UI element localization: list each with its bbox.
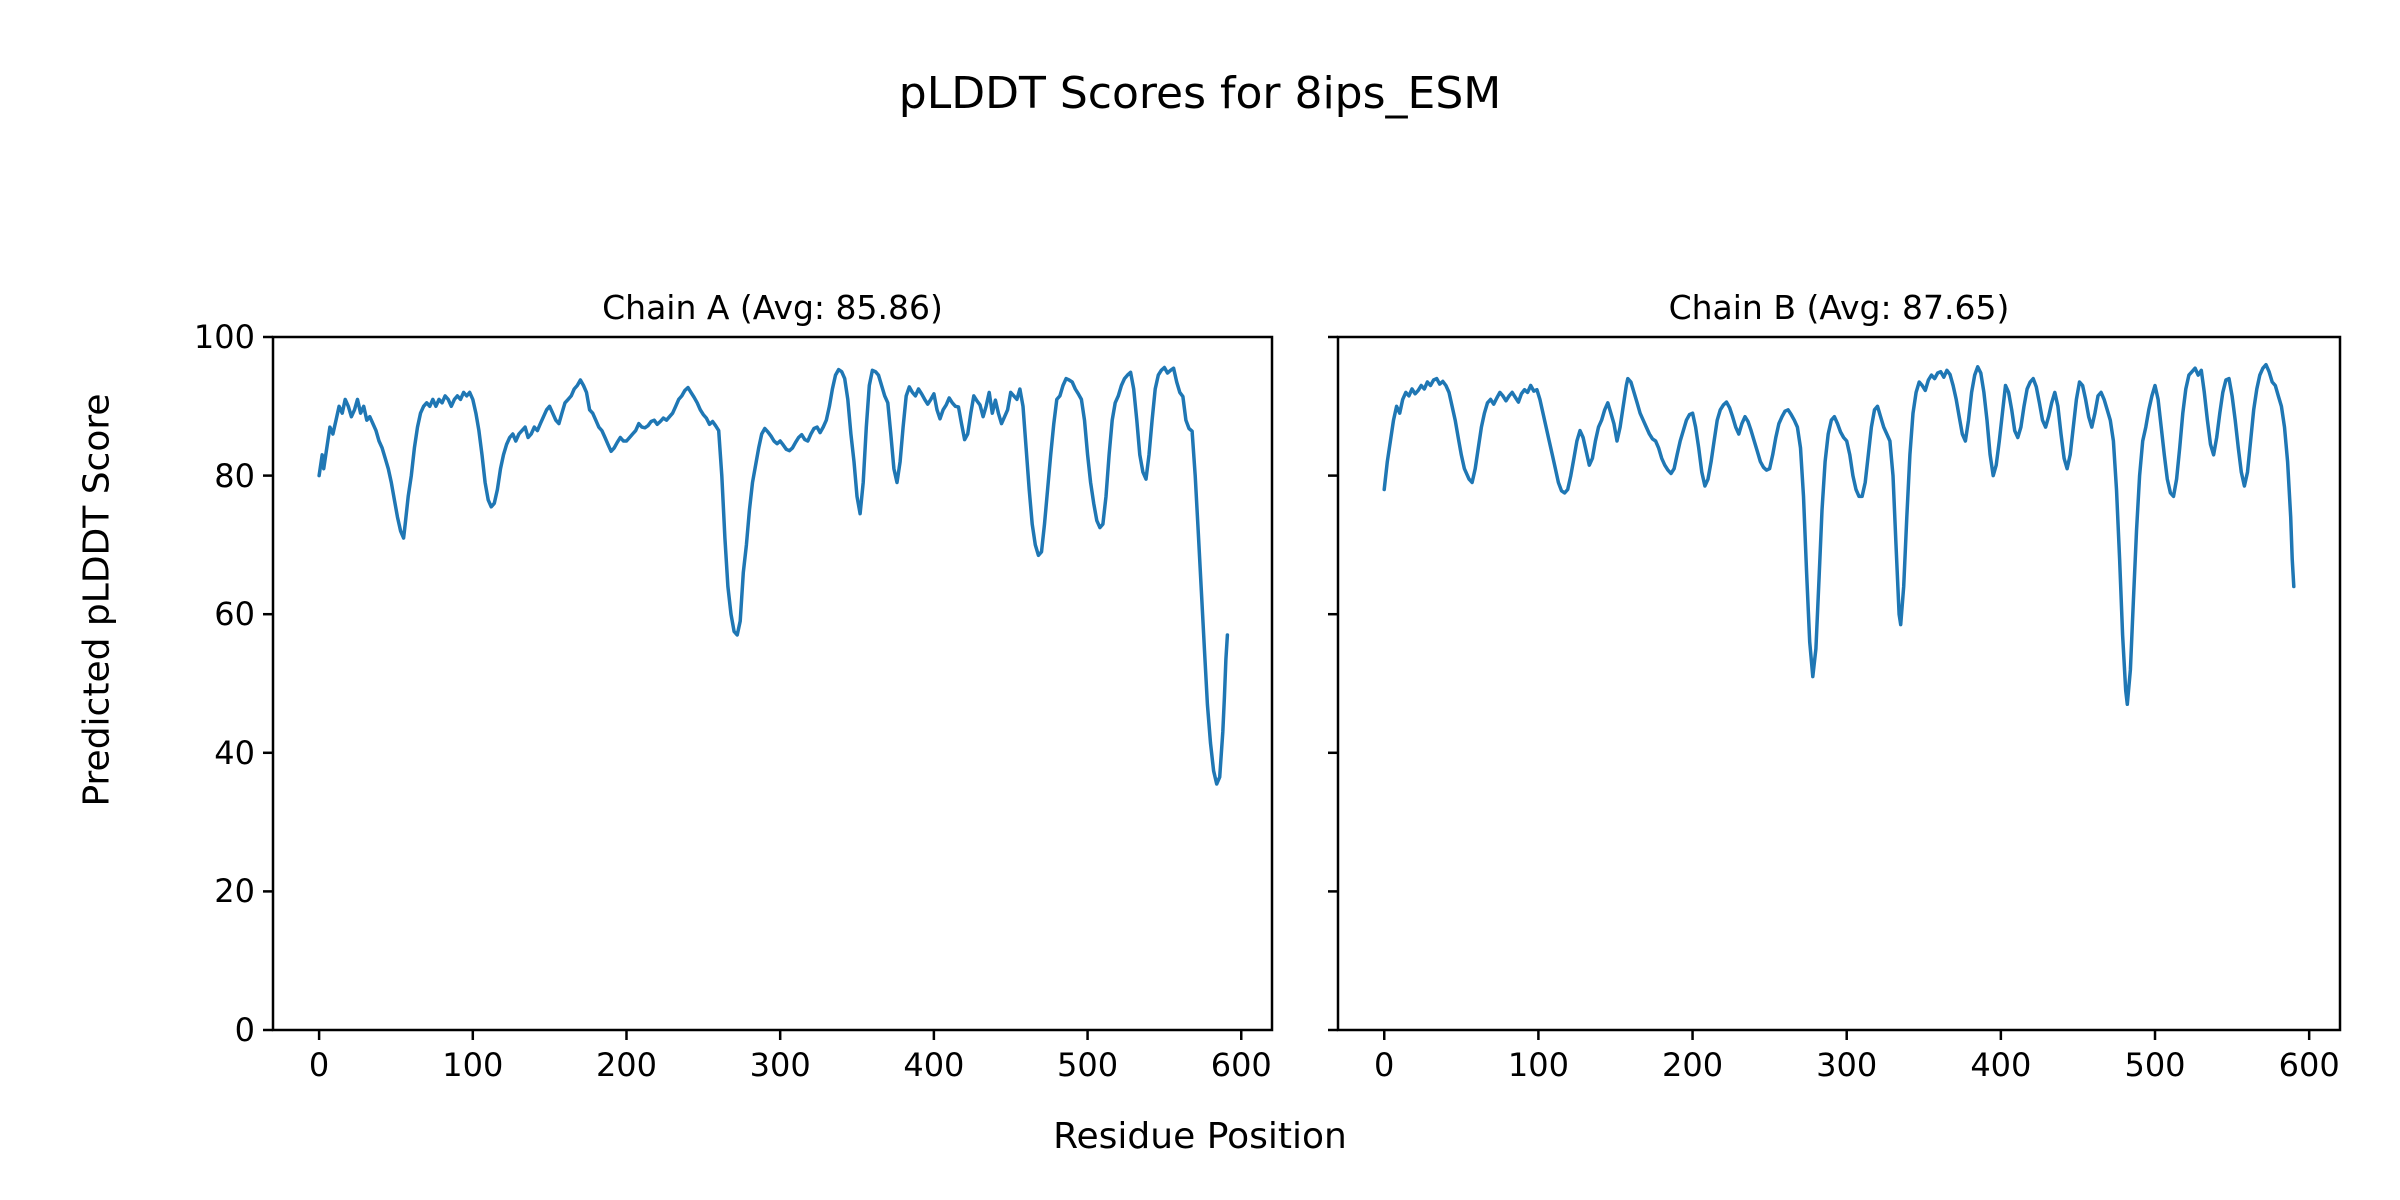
y-tick-label: 20 bbox=[214, 872, 255, 911]
x-tick-label: 200 bbox=[595, 1046, 658, 1084]
x-tick-label: 500 bbox=[2124, 1046, 2186, 1084]
x-tick-label: 100 bbox=[442, 1046, 504, 1084]
y-tick-label: 40 bbox=[214, 733, 255, 772]
plot-canvas bbox=[263, 335, 1274, 1040]
x-tick-label: 0 bbox=[308, 1046, 330, 1084]
x-tick-label: 600 bbox=[1210, 1046, 1272, 1084]
axes-spines bbox=[271, 335, 1274, 1032]
plot-canvas bbox=[1328, 335, 2342, 1040]
chain-b-title: Chain B (Avg: 87.65) bbox=[1668, 288, 2010, 327]
figure-title: pLDDT Scores for 8ips_ESM bbox=[898, 68, 1502, 119]
x-tick-label: 600 bbox=[2278, 1046, 2340, 1084]
x-axis-label: Residue Position bbox=[1053, 1116, 1347, 1157]
chain-a-plot bbox=[263, 335, 1274, 1040]
y-tick-label: 60 bbox=[214, 595, 255, 634]
chain-b-plot bbox=[1328, 335, 2342, 1040]
plddt-line bbox=[1382, 362, 2296, 707]
axes-spines bbox=[1336, 335, 2342, 1032]
y-tick-label: 100 bbox=[193, 318, 255, 356]
x-tick-label: 100 bbox=[1507, 1046, 1569, 1084]
chain-a-title: Chain A (Avg: 85.86) bbox=[602, 288, 943, 327]
x-tick-label: 0 bbox=[1374, 1046, 1395, 1084]
x-tick-label: 300 bbox=[1816, 1046, 1878, 1084]
y-tick-label: 0 bbox=[234, 1011, 255, 1049]
x-tick-label: 400 bbox=[903, 1046, 965, 1084]
x-tick-label: 500 bbox=[1057, 1046, 1119, 1084]
y-tick-label: 80 bbox=[214, 456, 255, 495]
x-tick-label: 300 bbox=[749, 1046, 811, 1084]
x-tick-label: 400 bbox=[1970, 1046, 2032, 1084]
y-axis-label: Predicted pLDDT Score bbox=[76, 393, 118, 807]
x-tick-label: 200 bbox=[1662, 1046, 1724, 1084]
plddt-line bbox=[317, 365, 1230, 786]
